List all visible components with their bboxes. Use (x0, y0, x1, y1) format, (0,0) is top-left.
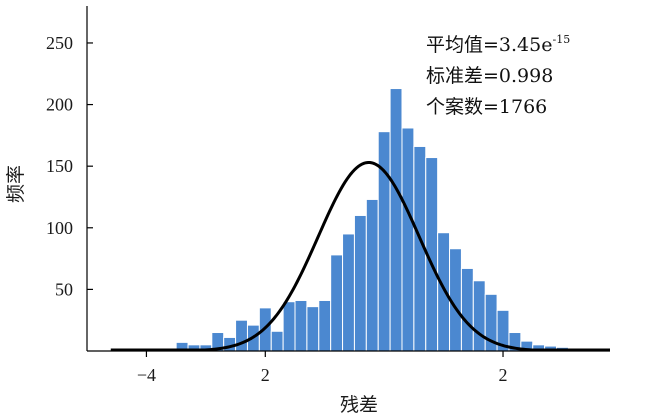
std-dev-annotation: 标准差=0.998 (426, 65, 554, 87)
x-tick-label: −4 (137, 365, 156, 385)
histogram-bar (437, 232, 451, 352)
mean-annotation: 平均值=3.45e-15 (426, 24, 570, 61)
histogram-bar (353, 214, 367, 352)
normal-fit-curve (110, 160, 610, 352)
y-tick-label: 200 (46, 95, 73, 115)
histogram-bar (472, 280, 486, 352)
histogram-bar (282, 301, 296, 352)
histogram-bar (389, 88, 403, 352)
histogram-bar (377, 131, 391, 352)
y-tick-label: 50 (55, 279, 73, 299)
x-tick-label: 2 (499, 365, 508, 385)
count-annotation: 个案数=1766 (426, 96, 548, 118)
histogram-bar (270, 330, 284, 352)
mean-exponent: -15 (552, 33, 571, 46)
mean-label: 平均值=3.45e (426, 34, 553, 56)
histogram-bar (306, 306, 320, 352)
y-axis-title: 频率 (5, 165, 27, 203)
y-axis-ticks: 50 100 150 200 250 (46, 33, 93, 299)
histogram-bar (235, 319, 248, 352)
x-axis-title: 残差 (340, 394, 378, 416)
y-tick-label: 100 (46, 218, 73, 238)
x-axis-ticks: −4 2 2 (137, 351, 508, 385)
histogram-bar (330, 254, 344, 352)
y-tick-label: 250 (46, 33, 73, 53)
histogram-bar (401, 127, 415, 352)
histogram-bars (175, 88, 569, 352)
histogram-bar (365, 198, 379, 352)
histogram-bar (342, 233, 355, 352)
statistics-annotation: 平均值=3.45e-15 标准差=0.998 个案数=1766 (426, 24, 570, 123)
histogram-bar (294, 299, 308, 352)
histogram-bar (460, 267, 474, 352)
y-tick-label: 150 (46, 156, 73, 176)
x-tick-label: 2 (261, 365, 270, 385)
histogram-bar (318, 299, 332, 352)
